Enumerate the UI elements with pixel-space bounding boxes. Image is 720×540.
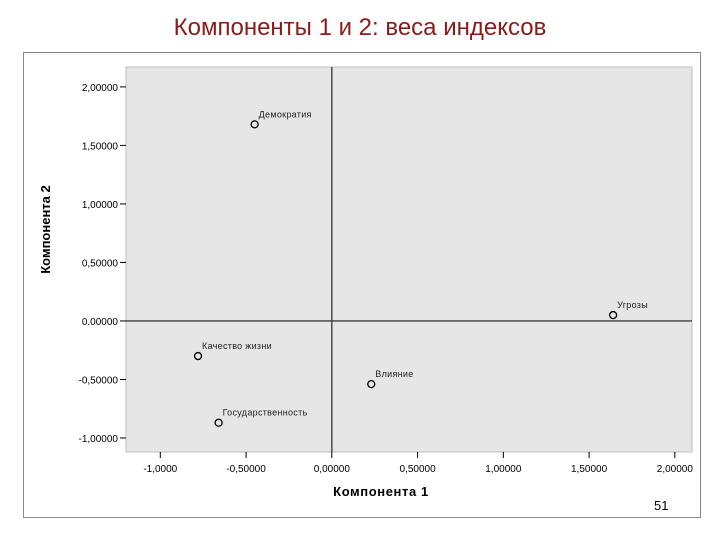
data-point-label: Угрозы	[617, 300, 648, 310]
x-tick-label: 1,50000	[571, 464, 608, 475]
x-tick-label: 0,00000	[314, 464, 351, 475]
data-point-label: Государственность	[223, 408, 308, 418]
data-point	[193, 351, 203, 361]
y-tick-label: -0,50000	[79, 375, 119, 386]
x-tick-label: 1,00000	[485, 464, 522, 475]
scatter-chart: 2,00000 1,50000 1,00000 0,50000 0.00000 -0,50…	[38, 66, 694, 499]
data-point	[214, 418, 223, 427]
page-number: 51	[654, 498, 669, 513]
y-tick-label: 0,50000	[82, 258, 119, 269]
y-tick-label: 1,50000	[82, 141, 119, 152]
x-axis-title: Компонента 1	[333, 484, 429, 499]
x-tick-label: 2,00000	[657, 464, 694, 475]
data-point-label: Качество жизни	[202, 341, 272, 351]
y-tick-label: 2,00000	[82, 83, 119, 94]
y-tick-label: 1,00000	[82, 200, 119, 211]
x-tick-label: -0,50000	[226, 464, 266, 475]
x-tick-label: -1,0000	[143, 464, 177, 475]
data-point	[608, 310, 618, 320]
chart-frame: 2,00000 1,50000 1,00000 0,50000 0.00000 -0,50…	[23, 52, 701, 518]
data-point	[250, 120, 259, 129]
data-point-label: Демократия	[259, 109, 312, 119]
y-tick-label: -1,00000	[79, 434, 119, 445]
plot-area	[125, 66, 693, 453]
slide-title: Компоненты 1 и 2: веса индексов	[173, 14, 547, 41]
x-tick-label: 0,50000	[399, 464, 436, 475]
data-point-label: Влияние	[375, 369, 413, 379]
data-point	[367, 379, 376, 389]
y-axis-title: Компонента 2	[38, 185, 53, 274]
y-tick-label: 0.00000	[82, 317, 119, 328]
